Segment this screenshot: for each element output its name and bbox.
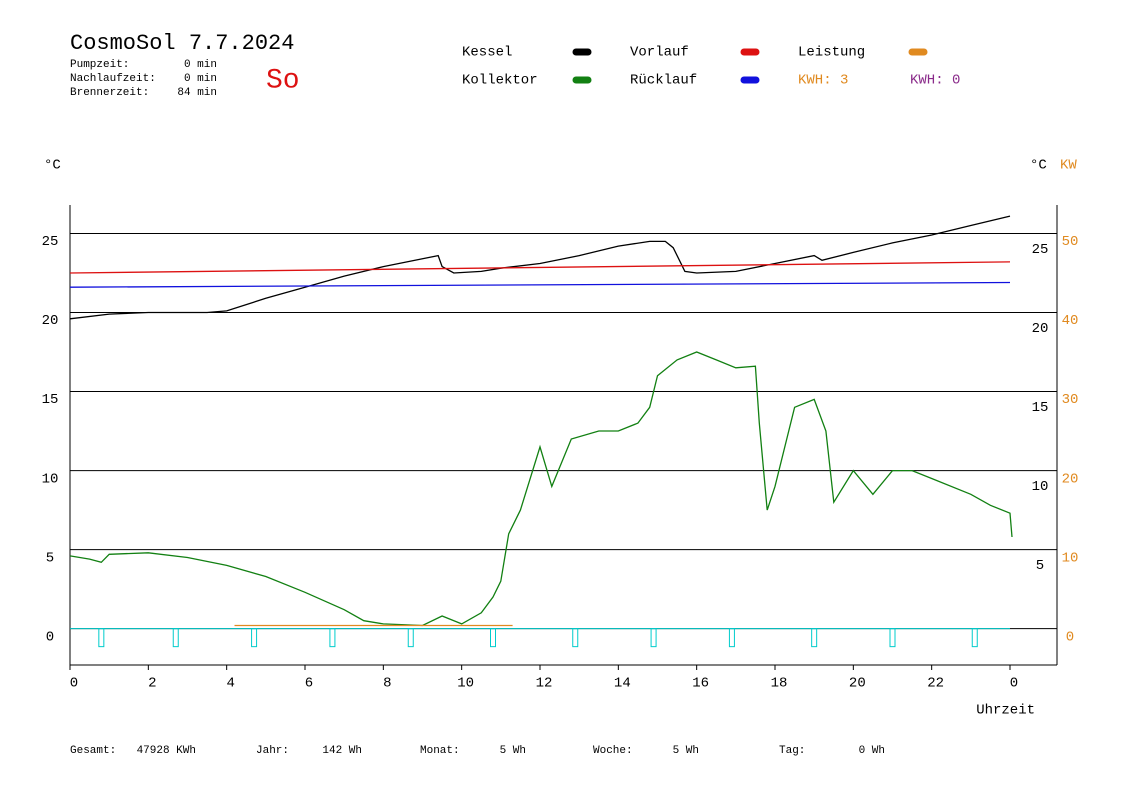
footer-value: 5 Wh <box>673 745 699 757</box>
series-line <box>69 351 1013 627</box>
y-tick-label: 0 <box>46 629 54 645</box>
y-tick-label: 25 <box>42 234 59 250</box>
y2-tick-label: 30 <box>1062 392 1079 408</box>
x-tick-label: 6 <box>305 676 313 692</box>
x-tick-label: 22 <box>927 676 944 692</box>
y2-tick-label: 20 <box>1062 471 1079 487</box>
footer-label: Gesamt: <box>70 745 116 757</box>
day-label: So <box>266 65 300 96</box>
stat-value: 84 min <box>177 87 217 99</box>
stat-value: 0 min <box>184 73 217 85</box>
footer-value: 0 Wh <box>859 745 885 757</box>
y2-unit: KW <box>1060 158 1077 174</box>
y-tick-label: 20 <box>42 313 59 329</box>
pulse <box>811 628 818 648</box>
y-tick-label: 5 <box>46 550 54 566</box>
y-tick-label: 10 <box>42 471 59 487</box>
y2-tick-label: 0 <box>1066 629 1074 645</box>
series-line <box>69 281 1011 288</box>
stat-label: Pumpzeit: <box>70 59 129 71</box>
y3-tick-label: 15 <box>1032 400 1049 416</box>
x-tick-label: 2 <box>148 676 156 692</box>
footer-value: 142 Wh <box>322 745 362 757</box>
pulse <box>329 628 336 648</box>
x-tick-label: 14 <box>614 676 631 692</box>
y2-tick-label: 10 <box>1062 550 1079 566</box>
pulse <box>728 628 735 648</box>
chart-title: CosmoSol 7.7.2024 <box>70 31 294 56</box>
y-unit: °C <box>44 158 61 174</box>
stat-label: Brennerzeit: <box>70 87 149 99</box>
y3-tick-label: 25 <box>1032 242 1049 258</box>
y3-tick-label: 10 <box>1032 479 1049 495</box>
legend-label: Kessel <box>462 45 512 61</box>
stat-value: 0 min <box>184 59 217 71</box>
x-tick-label: 0 <box>70 676 78 692</box>
x-tick-label: 18 <box>771 676 788 692</box>
series-line <box>69 261 1011 274</box>
y2-tick-label: 40 <box>1062 313 1079 329</box>
legend-label: Vorlauf <box>630 45 689 61</box>
footer-value: 5 Wh <box>500 745 526 757</box>
y3-unit: °C <box>1030 158 1047 174</box>
footer-label: Monat: <box>420 745 460 757</box>
legend-label: Leistung <box>798 45 865 61</box>
x-tick-label: 20 <box>849 676 866 692</box>
pulse <box>98 628 105 648</box>
pulse <box>572 628 579 648</box>
pulse <box>407 628 414 648</box>
pulse <box>971 628 978 648</box>
legend-label: Rücklauf <box>630 73 697 89</box>
pulse <box>251 628 258 648</box>
kwh-label: KWH: 3 <box>798 73 848 89</box>
y3-tick-label: 5 <box>1036 558 1044 574</box>
y3-tick-label: 20 <box>1032 321 1049 337</box>
x-tick-label: 0 <box>1010 676 1018 692</box>
x-tick-label: 4 <box>226 676 234 692</box>
x-tick-label: 16 <box>692 676 709 692</box>
y-tick-label: 15 <box>42 392 59 408</box>
x-axis-label: Uhrzeit <box>976 703 1035 719</box>
kwh-label: KWH: 0 <box>910 73 960 89</box>
legend-label: Kollektor <box>462 73 538 89</box>
y2-tick-label: 50 <box>1062 234 1079 250</box>
footer-value: 47928 KWh <box>137 745 196 757</box>
footer-label: Woche: <box>593 745 633 757</box>
pulse <box>172 628 179 648</box>
pulse <box>490 628 496 648</box>
x-tick-label: 12 <box>536 676 553 692</box>
footer-label: Tag: <box>779 745 805 757</box>
series-line <box>69 215 1011 320</box>
stat-label: Nachlaufzeit: <box>70 73 156 85</box>
pulse <box>889 628 896 648</box>
pulse <box>650 628 657 648</box>
footer-label: Jahr: <box>256 745 289 757</box>
x-tick-label: 8 <box>383 676 391 692</box>
x-tick-label: 10 <box>457 676 474 692</box>
